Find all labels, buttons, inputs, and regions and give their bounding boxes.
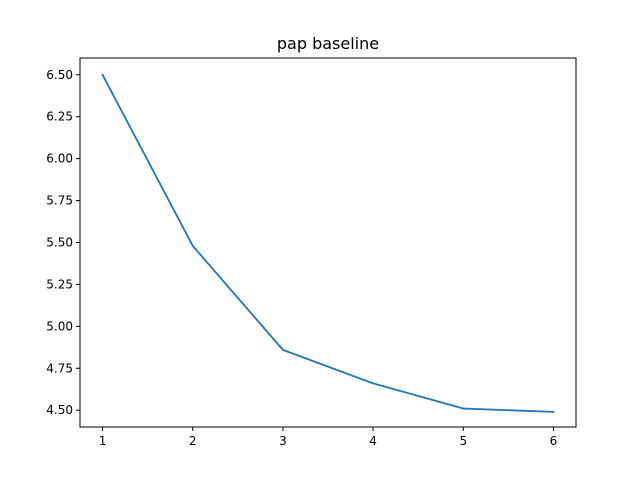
x-tick-label: 2: [189, 434, 197, 448]
x-axis: 1 2 3 4 5 6: [99, 427, 558, 448]
chart-title: pap baseline: [277, 34, 379, 53]
x-tick-label: 4: [369, 434, 377, 448]
data-point: [552, 411, 555, 413]
x-tick-label: 1: [99, 434, 107, 448]
y-tick-label: 5.75: [46, 194, 73, 208]
data-point: [462, 407, 465, 410]
y-tick-label: 5.50: [46, 236, 73, 250]
y-tick-label: 6.00: [46, 152, 73, 166]
data-point: [101, 73, 104, 76]
y-tick-label: 5.25: [46, 277, 73, 291]
plot-area-frame: [79, 57, 577, 428]
y-tick-label: 5.00: [46, 319, 73, 333]
y-tick-label: 6.50: [46, 68, 73, 82]
data-point: [282, 348, 284, 351]
x-tick-label: 5: [459, 434, 467, 448]
series-line: [101, 73, 555, 413]
y-tick-label: 4.75: [46, 361, 73, 375]
data-point: [372, 382, 374, 385]
series-layer: [101, 73, 555, 413]
y-tick-label: 4.50: [46, 403, 73, 417]
data-point: [191, 244, 194, 247]
y-axis: 4.50 4.75 5.00 5.25 5.50 5.75 6.00 6.25 6.50: [46, 68, 80, 417]
x-tick-label: 6: [550, 434, 558, 448]
x-tick-label: 3: [279, 434, 287, 448]
y-tick-label: 6.25: [46, 110, 73, 124]
